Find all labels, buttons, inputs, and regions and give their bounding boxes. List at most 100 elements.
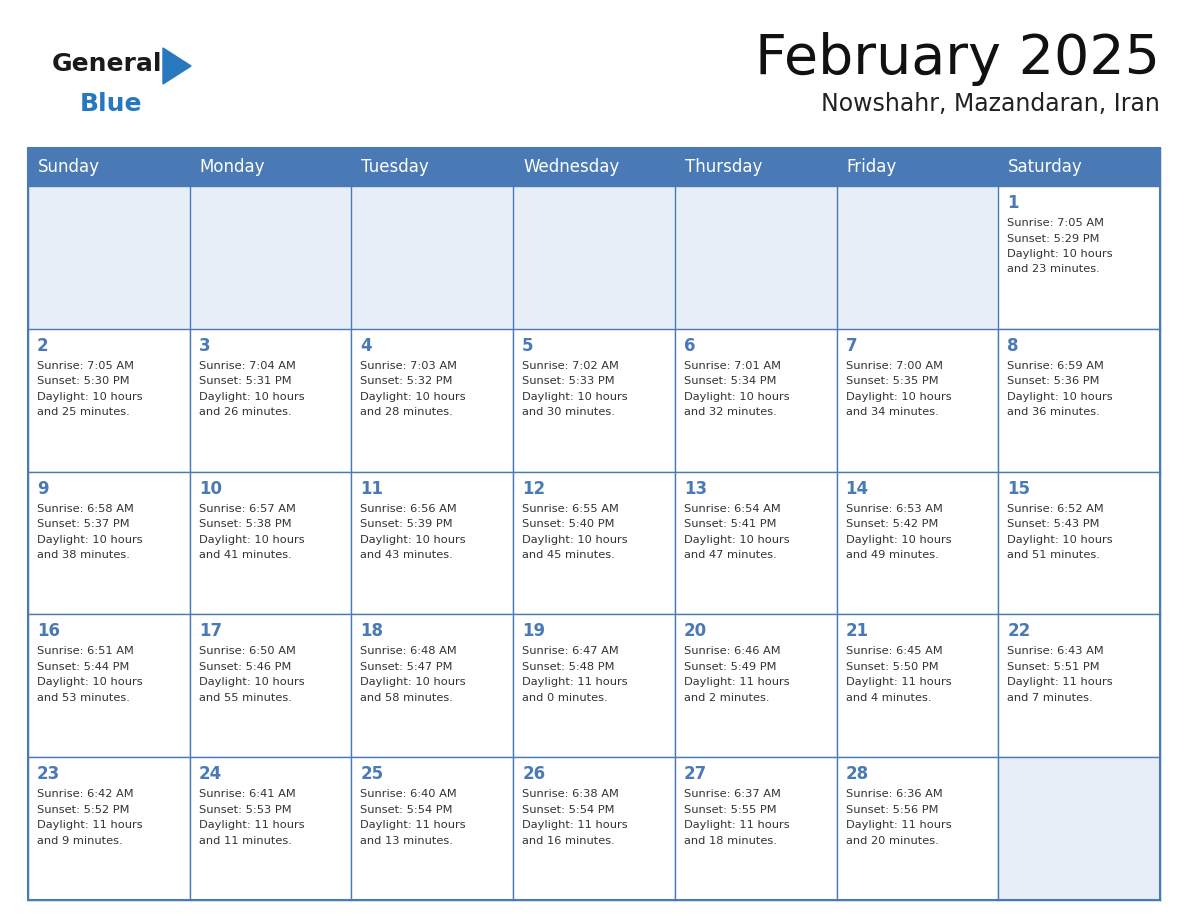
Text: Daylight: 10 hours: Daylight: 10 hours [198,677,304,688]
Text: and 30 minutes.: and 30 minutes. [523,408,615,418]
Text: Sunrise: 6:58 AM: Sunrise: 6:58 AM [37,504,134,513]
Bar [191,758,350,899]
Polygon shape [163,48,191,84]
Text: and 47 minutes.: and 47 minutes. [684,550,777,560]
Text: Sunset: 5:34 PM: Sunset: 5:34 PM [684,376,776,386]
Text: Sunrise: 6:46 AM: Sunrise: 6:46 AM [684,646,781,656]
Text: Sunrise: 6:47 AM: Sunrise: 6:47 AM [523,646,619,656]
Bar [29,330,189,471]
Text: 18: 18 [360,622,384,641]
Text: and 20 minutes.: and 20 minutes. [846,835,939,845]
Text: Sunset: 5:42 PM: Sunset: 5:42 PM [846,519,939,529]
Text: Sunrise: 7:04 AM: Sunrise: 7:04 AM [198,361,296,371]
Text: and 45 minutes.: and 45 minutes. [523,550,615,560]
Text: Sunrise: 6:54 AM: Sunrise: 6:54 AM [684,504,781,513]
Text: Daylight: 10 hours: Daylight: 10 hours [684,392,790,402]
Text: Sunrise: 6:57 AM: Sunrise: 6:57 AM [198,504,296,513]
Text: Daylight: 10 hours: Daylight: 10 hours [360,392,466,402]
Text: Sunset: 5:44 PM: Sunset: 5:44 PM [37,662,129,672]
Text: Daylight: 11 hours: Daylight: 11 hours [360,820,466,830]
Text: and 38 minutes.: and 38 minutes. [37,550,129,560]
Bar [191,473,350,613]
Text: Tuesday: Tuesday [361,158,429,176]
Text: Sunrise: 6:51 AM: Sunrise: 6:51 AM [37,646,134,656]
Bar [29,614,1159,757]
Text: Daylight: 11 hours: Daylight: 11 hours [846,820,952,830]
Text: Sunset: 5:53 PM: Sunset: 5:53 PM [198,805,291,814]
Text: and 11 minutes.: and 11 minutes. [198,835,291,845]
Text: and 9 minutes.: and 9 minutes. [37,835,122,845]
Text: Sunset: 5:49 PM: Sunset: 5:49 PM [684,662,776,672]
Text: and 32 minutes.: and 32 minutes. [684,408,777,418]
Text: 7: 7 [846,337,858,354]
Text: and 16 minutes.: and 16 minutes. [523,835,615,845]
Text: 10: 10 [198,479,222,498]
Text: Daylight: 10 hours: Daylight: 10 hours [360,677,466,688]
Text: Sunday: Sunday [38,158,100,176]
Text: 16: 16 [37,622,61,641]
Bar [838,615,997,756]
Text: Sunrise: 7:01 AM: Sunrise: 7:01 AM [684,361,781,371]
Text: Daylight: 11 hours: Daylight: 11 hours [37,820,143,830]
Text: Nowshahr, Mazandaran, Iran: Nowshahr, Mazandaran, Iran [821,92,1159,116]
Text: Blue: Blue [80,92,143,116]
Text: and 23 minutes.: and 23 minutes. [1007,264,1100,274]
Text: Daylight: 11 hours: Daylight: 11 hours [684,820,790,830]
Text: Sunset: 5:47 PM: Sunset: 5:47 PM [360,662,453,672]
Text: Sunset: 5:46 PM: Sunset: 5:46 PM [198,662,291,672]
Bar [514,473,674,613]
Text: 11: 11 [360,479,384,498]
Text: Daylight: 10 hours: Daylight: 10 hours [846,534,952,544]
Text: Sunrise: 6:45 AM: Sunrise: 6:45 AM [846,646,942,656]
Text: and 43 minutes.: and 43 minutes. [360,550,453,560]
Bar [29,473,189,613]
Text: Sunset: 5:54 PM: Sunset: 5:54 PM [360,805,453,814]
Text: Sunrise: 6:52 AM: Sunrise: 6:52 AM [1007,504,1104,513]
Text: Daylight: 11 hours: Daylight: 11 hours [523,677,627,688]
Text: and 55 minutes.: and 55 minutes. [198,693,291,703]
Text: and 28 minutes.: and 28 minutes. [360,408,453,418]
Text: Sunrise: 7:03 AM: Sunrise: 7:03 AM [360,361,457,371]
Text: Daylight: 10 hours: Daylight: 10 hours [198,534,304,544]
Text: Sunrise: 6:40 AM: Sunrise: 6:40 AM [360,789,457,800]
Bar [29,758,189,899]
Text: and 7 minutes.: and 7 minutes. [1007,693,1093,703]
Text: Sunset: 5:56 PM: Sunset: 5:56 PM [846,805,939,814]
Text: 25: 25 [360,766,384,783]
Text: Daylight: 10 hours: Daylight: 10 hours [37,392,143,402]
Text: Sunrise: 7:05 AM: Sunrise: 7:05 AM [37,361,134,371]
Text: Daylight: 11 hours: Daylight: 11 hours [1007,677,1113,688]
Text: Sunset: 5:30 PM: Sunset: 5:30 PM [37,376,129,386]
Text: Friday: Friday [847,158,897,176]
Text: Daylight: 10 hours: Daylight: 10 hours [1007,534,1113,544]
Text: 3: 3 [198,337,210,354]
Text: 23: 23 [37,766,61,783]
Text: Sunset: 5:40 PM: Sunset: 5:40 PM [523,519,614,529]
Text: 27: 27 [684,766,707,783]
Bar [353,758,512,899]
Text: Sunrise: 6:53 AM: Sunrise: 6:53 AM [846,504,942,513]
Bar [514,330,674,471]
Text: Sunset: 5:38 PM: Sunset: 5:38 PM [198,519,291,529]
Bar [838,473,997,613]
Text: Daylight: 10 hours: Daylight: 10 hours [846,392,952,402]
Text: 2: 2 [37,337,49,354]
Text: Sunrise: 7:00 AM: Sunrise: 7:00 AM [846,361,942,371]
Text: and 36 minutes.: and 36 minutes. [1007,408,1100,418]
Text: 5: 5 [523,337,533,354]
Text: 12: 12 [523,479,545,498]
Text: Sunrise: 6:42 AM: Sunrise: 6:42 AM [37,789,133,800]
Bar [676,473,835,613]
Text: 24: 24 [198,766,222,783]
Text: and 51 minutes.: and 51 minutes. [1007,550,1100,560]
Bar [676,615,835,756]
Text: and 13 minutes.: and 13 minutes. [360,835,454,845]
Text: Sunset: 5:43 PM: Sunset: 5:43 PM [1007,519,1100,529]
Text: 20: 20 [684,622,707,641]
Bar [29,615,189,756]
Text: and 58 minutes.: and 58 minutes. [360,693,454,703]
Text: Sunrise: 7:05 AM: Sunrise: 7:05 AM [1007,218,1105,228]
Bar [29,757,1159,900]
Text: Daylight: 10 hours: Daylight: 10 hours [684,534,790,544]
Bar [353,330,512,471]
